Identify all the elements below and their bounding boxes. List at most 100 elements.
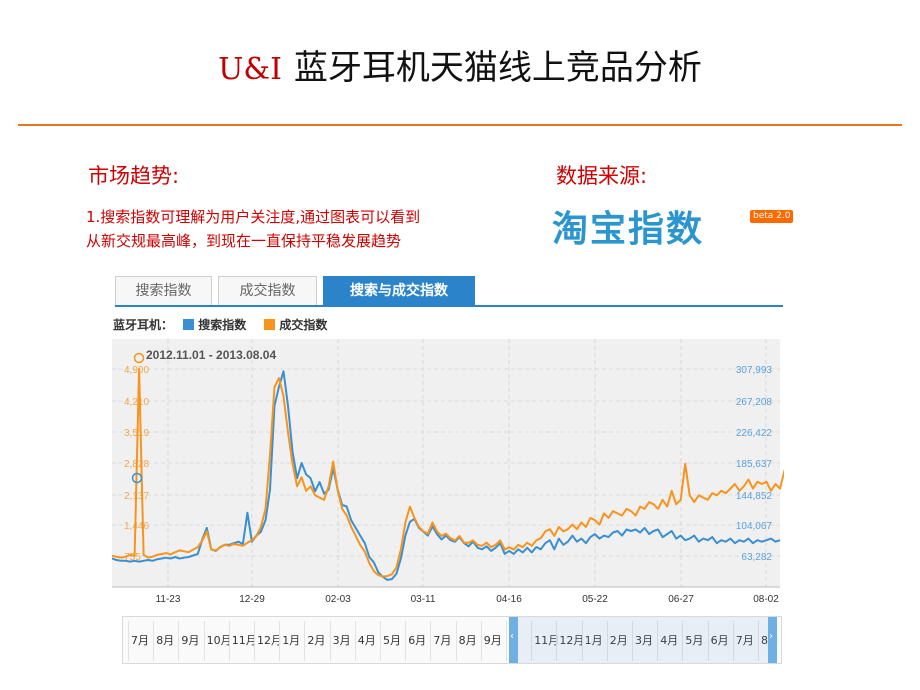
timeline-month[interactable]: 10月 xyxy=(206,634,232,647)
timeline-separator xyxy=(228,621,230,661)
timeline-separator xyxy=(707,621,709,661)
legend-prefix: 蓝牙耳机： xyxy=(113,318,174,332)
timeline-separator xyxy=(682,621,684,661)
timeline-month[interactable]: 5月 xyxy=(383,634,401,647)
y-right-tick-label: 226,422 xyxy=(736,428,773,439)
timeline-month[interactable]: 7月 xyxy=(735,634,754,647)
timeline-separator xyxy=(657,621,659,661)
timeline-month[interactable]: 12月 xyxy=(257,634,282,647)
timeline-separator xyxy=(556,621,558,661)
timeline-month[interactable]: 1月 xyxy=(584,634,603,647)
timeline-separator xyxy=(279,621,281,661)
tab-search-index[interactable]: 搜索指数 xyxy=(115,276,212,305)
x-tick-label: 12-29 xyxy=(239,594,265,605)
transaction-index-line[interactable] xyxy=(112,368,784,578)
y-right-tick-label: 307,993 xyxy=(736,365,773,376)
timeline-separator xyxy=(531,621,533,661)
timeline-month[interactable]: 8月 xyxy=(156,634,175,647)
taobao-index-logo: 淘宝指数 xyxy=(552,209,705,250)
timeline-month[interactable]: 4月 xyxy=(660,634,679,647)
timeline-month[interactable]: 6月 xyxy=(408,634,427,647)
header-divider xyxy=(18,124,902,126)
timeline-separator xyxy=(254,621,255,661)
x-tick-label: 08-02 xyxy=(753,594,779,605)
timeline-separator xyxy=(304,621,306,661)
tab-underline xyxy=(115,305,783,307)
y-left-tick-label: 4,900 xyxy=(124,365,149,376)
timeline-separator xyxy=(632,621,633,661)
timeline-separator xyxy=(606,621,608,661)
y-right-tick-label: 104,067 xyxy=(736,521,773,532)
timeline-separator xyxy=(581,621,583,661)
timeline-month[interactable]: 4月 xyxy=(357,634,376,647)
tab-search-and-transaction[interactable]: 搜索与成交指数 xyxy=(323,276,475,305)
timeline-separator xyxy=(506,621,507,661)
y-right-tick-label: 185,637 xyxy=(736,459,773,470)
description-line-2: 从新交规最高峰，到现在一直保持平稳发展趋势 xyxy=(86,232,402,250)
timeline-left-handle[interactable]: ‹ xyxy=(509,617,518,663)
timeline-navigator[interactable]: 7月8月9月10月11月12月1月2月3月4月5月6月7月8月9月111月12月… xyxy=(122,616,782,664)
timeline-month[interactable]: 8月 xyxy=(458,634,477,647)
handle-arrow-icon: ‹ xyxy=(510,631,514,642)
timeline-month[interactable]: 3月 xyxy=(635,634,653,647)
description-line-1: 1.搜索指数可理解为用户关注度,通过图表可以看到 xyxy=(86,208,421,226)
timeline-right-handle[interactable]: › xyxy=(768,617,777,663)
chart-legend: 蓝牙耳机： 搜索指数 成交指数 xyxy=(113,316,327,333)
trend-chart[interactable]: 11-23 12-29 02-03 03-11 04-16 05-22 06-27 08-02… xyxy=(112,337,784,611)
timeline-month[interactable]: 9月 xyxy=(483,634,502,647)
y-right-tick-label: 267,208 xyxy=(736,397,773,408)
y-left-tick-label: 755 xyxy=(124,552,141,563)
timeline-month[interactable]: 2月 xyxy=(307,634,326,647)
y-left-tick-label: 4,210 xyxy=(124,397,149,408)
timeline-separator xyxy=(203,621,205,661)
timeline-month[interactable]: 11月 xyxy=(231,634,257,647)
beta-badge: beta 2.0 xyxy=(750,210,794,223)
timeline-separator xyxy=(732,621,734,661)
y-right-tick-label: 63,282 xyxy=(741,552,772,563)
timeline-selection[interactable] xyxy=(511,617,772,663)
y-left-tick-label: 1,446 xyxy=(124,521,149,532)
timeline-separator xyxy=(128,621,129,661)
timeline-separator xyxy=(405,621,407,661)
data-source-heading: 数据来源: xyxy=(556,164,648,188)
x-tick-label: 02-03 xyxy=(325,594,351,605)
market-trend-description: 1.搜索指数可理解为用户关注度,通过图表可以看到 从新交规最高峰，到现在一直保持… xyxy=(86,205,506,253)
market-trend-heading: 市场趋势: xyxy=(88,164,180,188)
transaction-peak-marker xyxy=(133,352,145,364)
search-peak-marker xyxy=(131,472,143,484)
timeline-month[interactable]: 7月 xyxy=(433,634,452,647)
timeline-separator xyxy=(455,621,457,661)
timeline-month[interactable]: 7月 xyxy=(131,634,149,647)
timeline-month[interactable]: 6月 xyxy=(710,634,729,647)
date-range-label: 2012.11.01 - 2013.08.04 xyxy=(146,348,276,362)
x-tick-label: 04-16 xyxy=(496,594,522,605)
legend-swatch-search xyxy=(183,319,195,330)
timeline-separator xyxy=(758,621,759,661)
tab-transaction-index[interactable]: 成交指数 xyxy=(218,276,317,305)
timeline-month[interactable]: 3月 xyxy=(332,634,351,647)
timeline-separator xyxy=(329,621,331,661)
x-tick-label: 11-23 xyxy=(156,594,181,605)
timeline-month[interactable]: 9月 xyxy=(181,634,200,647)
legend-label-search[interactable]: 搜索指数 xyxy=(198,318,247,332)
y-right-tick-label: 144,852 xyxy=(736,491,773,502)
timeline-separator xyxy=(480,621,482,661)
timeline-separator xyxy=(380,621,381,661)
timeline-month[interactable]: 2月 xyxy=(609,634,628,647)
page-title: U&I 蓝牙耳机天猫线上竞品分析 xyxy=(0,40,920,89)
handle-arrow-icon: › xyxy=(769,631,773,642)
x-tick-label: 06-27 xyxy=(668,594,694,605)
title-text: 蓝牙耳机天猫线上竞品分析 xyxy=(293,48,702,88)
timeline-separator xyxy=(153,621,155,661)
timeline-month[interactable]: 1月 xyxy=(282,634,301,647)
x-tick-label: 05-22 xyxy=(582,594,608,605)
legend-label-transaction[interactable]: 成交指数 xyxy=(279,318,328,332)
x-tick-label: 03-11 xyxy=(411,594,436,605)
timeline-month[interactable]: 5月 xyxy=(685,634,704,647)
timeline-separator xyxy=(178,621,180,661)
timeline-month[interactable]: 12月 xyxy=(559,634,585,647)
legend-swatch-transaction xyxy=(264,319,276,330)
timeline-month[interactable]: 11月 xyxy=(534,634,560,647)
brand-label: U&I xyxy=(218,52,282,87)
timeline-separator xyxy=(354,621,356,661)
